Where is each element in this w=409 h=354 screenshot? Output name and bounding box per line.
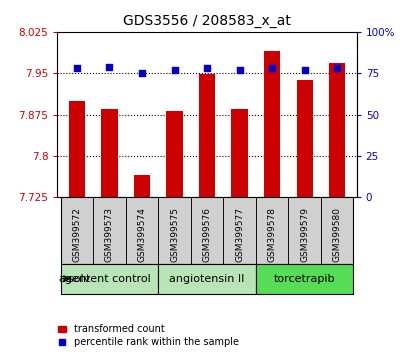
- Point: [236, 67, 242, 73]
- Point: [171, 67, 178, 73]
- Bar: [69, 101, 85, 198]
- Text: GSM399574: GSM399574: [137, 207, 146, 262]
- Bar: [190, 198, 223, 264]
- Text: GSM399573: GSM399573: [105, 207, 114, 262]
- Bar: [296, 80, 312, 198]
- Point: [138, 70, 145, 76]
- Point: [301, 67, 307, 73]
- Bar: [126, 198, 158, 264]
- Bar: [231, 109, 247, 198]
- Text: GSM399572: GSM399572: [72, 207, 81, 262]
- Bar: [133, 175, 150, 198]
- Bar: [328, 63, 344, 198]
- Bar: [263, 51, 280, 198]
- Bar: [320, 198, 353, 264]
- Legend: transformed count, percentile rank within the sample: transformed count, percentile rank withi…: [58, 325, 238, 347]
- Point: [106, 64, 112, 69]
- Bar: [255, 198, 288, 264]
- Bar: [158, 264, 255, 294]
- Bar: [61, 264, 158, 294]
- Text: GSM399578: GSM399578: [267, 207, 276, 262]
- Point: [74, 65, 80, 71]
- Bar: [255, 264, 353, 294]
- Title: GDS3556 / 208583_x_at: GDS3556 / 208583_x_at: [123, 14, 290, 28]
- Bar: [101, 109, 117, 198]
- Text: angiotensin II: angiotensin II: [169, 274, 244, 284]
- Point: [268, 65, 275, 71]
- Text: solvent control: solvent control: [68, 274, 151, 284]
- Bar: [158, 198, 190, 264]
- Bar: [198, 74, 215, 198]
- Text: GSM399575: GSM399575: [170, 207, 179, 262]
- Text: GSM399576: GSM399576: [202, 207, 211, 262]
- Text: agent: agent: [58, 274, 90, 284]
- Text: GSM399580: GSM399580: [332, 207, 341, 262]
- Point: [203, 65, 210, 71]
- Text: GSM399579: GSM399579: [299, 207, 308, 262]
- Text: torcetrapib: torcetrapib: [273, 274, 335, 284]
- Bar: [166, 111, 182, 198]
- Bar: [61, 198, 93, 264]
- Point: [333, 65, 339, 71]
- Text: GSM399577: GSM399577: [234, 207, 243, 262]
- Bar: [288, 198, 320, 264]
- Bar: [223, 198, 255, 264]
- Bar: [93, 198, 126, 264]
